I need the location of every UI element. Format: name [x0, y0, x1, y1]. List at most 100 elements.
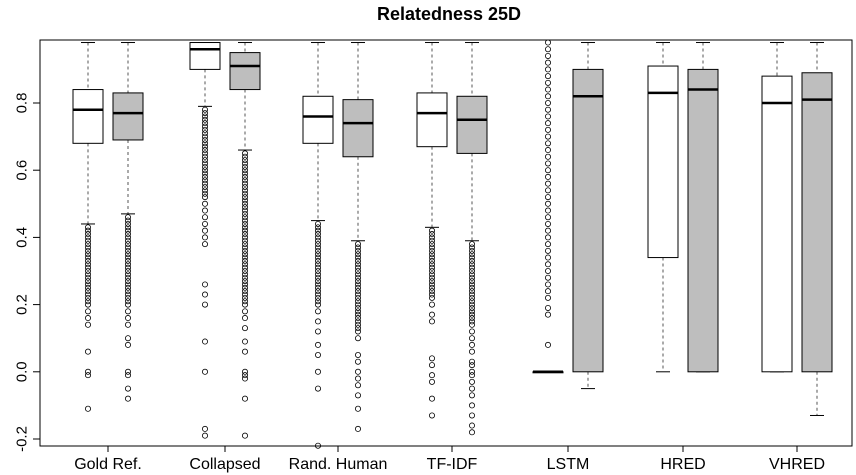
outlier-point: [545, 93, 552, 100]
outlier-point: [241, 194, 248, 201]
outlier-point: [468, 362, 475, 369]
outlier-point: [85, 315, 92, 322]
y-tick-label: 0.4: [14, 227, 31, 248]
x-category-label: TF-IDF: [427, 456, 478, 473]
outlier-point: [468, 244, 475, 251]
outlier-point: [241, 264, 248, 271]
x-category-label: HRED: [660, 456, 705, 473]
outlier-point: [201, 113, 208, 120]
outlier-point: [314, 301, 321, 308]
outlier-point: [354, 261, 361, 268]
outlier-point: [241, 231, 248, 238]
outlier-point: [241, 251, 248, 258]
outlier-point: [85, 301, 92, 308]
outlier-point: [468, 335, 475, 342]
outlier-point: [85, 308, 92, 315]
outlier-point: [545, 194, 552, 201]
box-white-4: [532, 39, 564, 374]
y-tick-label: -0.2: [14, 426, 31, 452]
outlier-point: [201, 214, 208, 221]
outlier-point: [428, 257, 435, 264]
outlier-point: [468, 368, 475, 375]
box-iqr: [687, 68, 719, 373]
outlier-point: [201, 241, 208, 248]
outlier-point: [468, 378, 475, 385]
outlier-point: [428, 227, 435, 234]
outlier-point: [468, 274, 475, 281]
outlier-point: [428, 251, 435, 258]
outlier-point: [85, 291, 92, 298]
outlier-point: [241, 254, 248, 261]
outlier-point: [241, 167, 248, 174]
outlier-point: [428, 274, 435, 281]
outlier-point: [125, 274, 132, 281]
outlier-point: [428, 311, 435, 318]
outlier-point: [125, 267, 132, 274]
outlier-point: [314, 308, 321, 315]
outlier-point: [125, 254, 132, 261]
box-iqr: [647, 65, 679, 259]
outlier-point: [468, 311, 475, 318]
outlier-point: [241, 160, 248, 167]
outlier-point: [85, 298, 92, 305]
outlier-point: [468, 385, 475, 392]
outlier-point: [85, 274, 92, 281]
outlier-point: [545, 66, 552, 73]
outlier-point: [201, 281, 208, 288]
outlier-point: [85, 372, 92, 379]
outlier-point: [314, 234, 321, 241]
outlier-point: [125, 271, 132, 278]
outlier-point: [241, 301, 248, 308]
box-white-2: [302, 42, 334, 449]
box-iqr: [456, 95, 488, 154]
outlier-point: [545, 281, 552, 288]
outlier-point: [545, 106, 552, 113]
outlier-point: [241, 220, 248, 227]
outlier-point: [125, 341, 132, 348]
outlier-point: [201, 338, 208, 345]
outlier-point: [85, 264, 92, 271]
outlier-point: [201, 136, 208, 143]
outlier-point: [201, 207, 208, 214]
outlier-point: [545, 120, 552, 127]
outlier-point: [241, 247, 248, 254]
box-grey-3: [456, 42, 488, 436]
outlier-point: [125, 234, 132, 241]
outlier-point: [468, 412, 475, 419]
outlier-point: [354, 318, 361, 325]
box-grey-6: [801, 42, 833, 416]
outlier-point: [354, 274, 361, 281]
outlier-point: [241, 157, 248, 164]
outlier-point: [428, 267, 435, 274]
outlier-point: [201, 200, 208, 207]
outlier-point: [201, 301, 208, 308]
outlier-point: [241, 237, 248, 244]
outlier-point: [314, 271, 321, 278]
outlier-point: [354, 251, 361, 258]
outlier-point: [428, 244, 435, 251]
outlier-point: [125, 231, 132, 238]
outlier-point: [545, 311, 552, 318]
outlier-point: [428, 355, 435, 362]
outlier-point: [314, 284, 321, 291]
outlier-point: [468, 392, 475, 399]
outlier-point: [201, 368, 208, 375]
outlier-point: [468, 301, 475, 308]
outlier-point: [314, 237, 321, 244]
outlier-point: [241, 368, 248, 375]
outlier-point: [468, 264, 475, 271]
outlier-point: [314, 244, 321, 251]
y-tick-label: 0.8: [14, 93, 31, 114]
outlier-point: [125, 368, 132, 375]
outlier-point: [428, 231, 435, 238]
outlier-point: [545, 227, 552, 234]
outlier-point: [241, 190, 248, 197]
outlier-point: [125, 220, 132, 227]
outlier-point: [468, 271, 475, 278]
outlier-point: [468, 429, 475, 436]
outlier-point: [85, 261, 92, 268]
outlier-point: [201, 167, 208, 174]
outlier-point: [468, 261, 475, 268]
outlier-point: [314, 224, 321, 231]
outlier-point: [545, 147, 552, 154]
